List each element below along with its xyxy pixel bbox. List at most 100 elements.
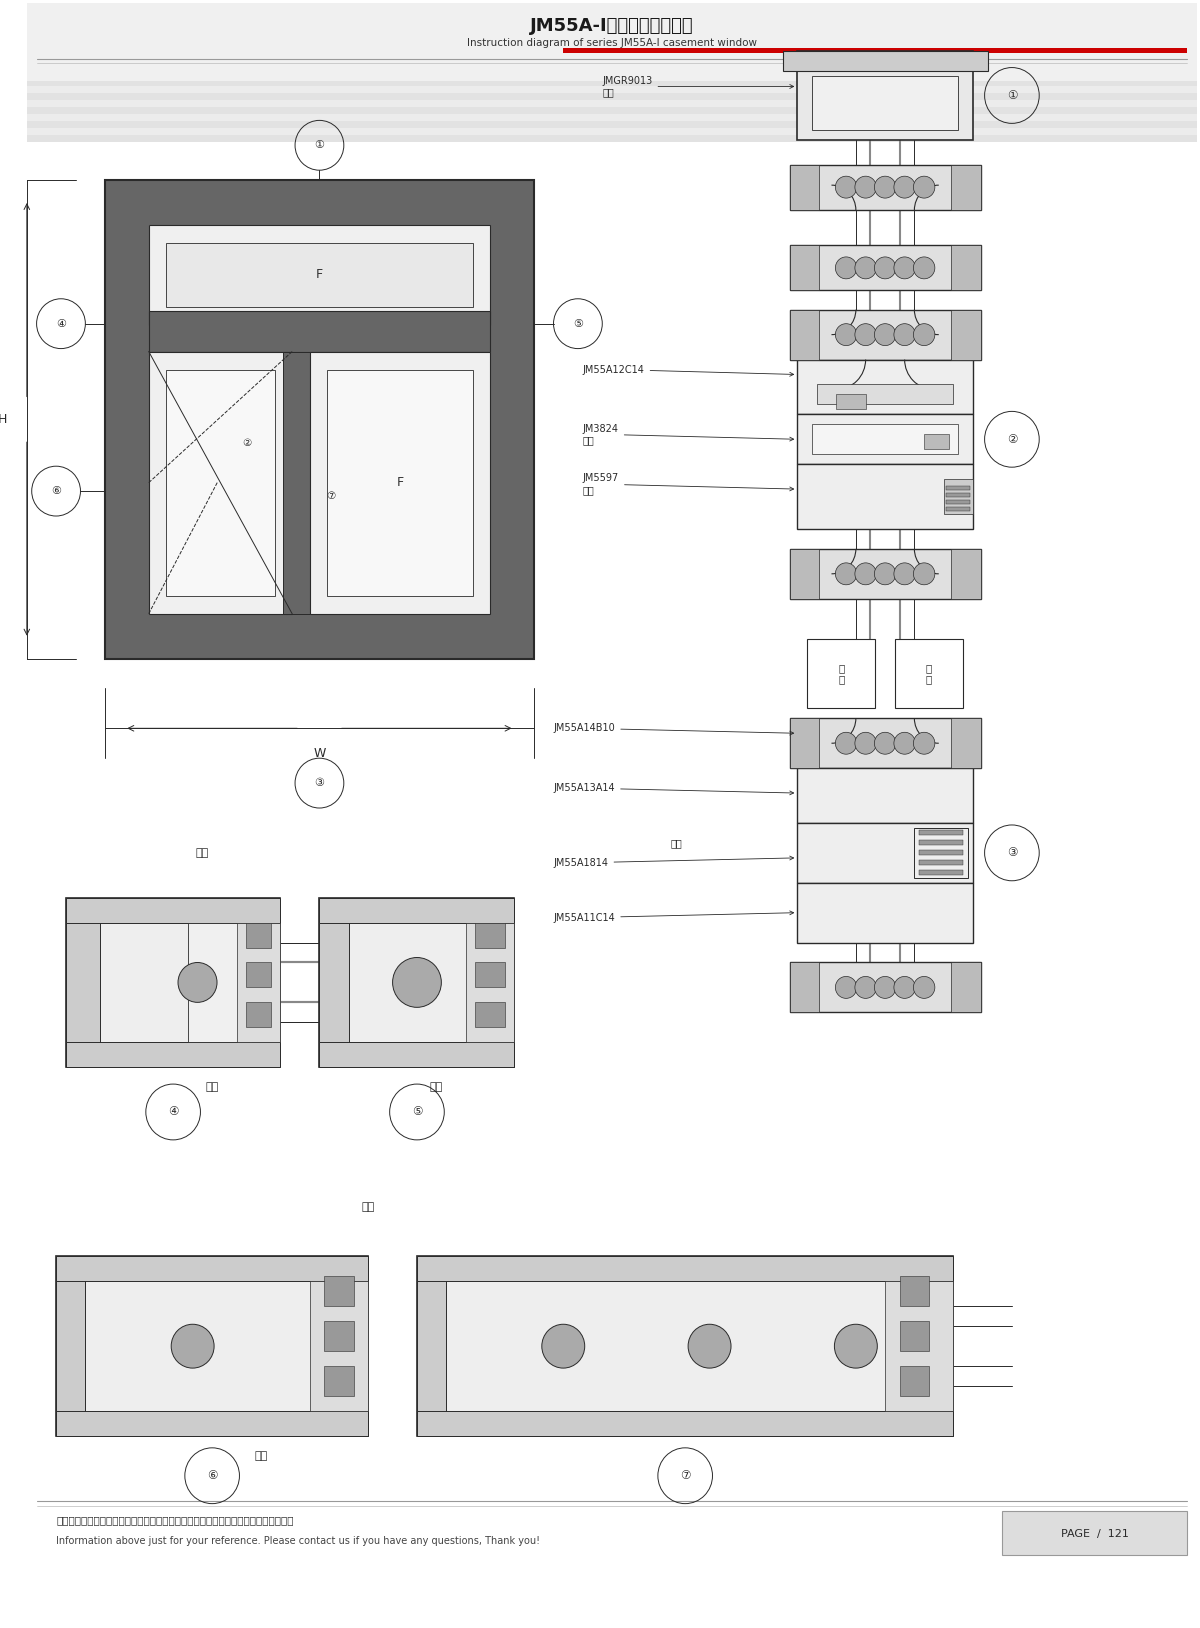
Bar	[26, 59, 1198, 65]
Bar	[946, 506, 970, 511]
Text: ④: ④	[56, 319, 66, 329]
Bar	[919, 840, 964, 845]
Circle shape	[834, 1324, 877, 1368]
Bar	[26, 86, 1198, 93]
Bar	[812, 75, 959, 130]
Bar	[26, 31, 1198, 37]
Circle shape	[894, 563, 916, 584]
Bar	[790, 718, 980, 768]
Bar	[946, 487, 970, 490]
Bar	[149, 225, 490, 614]
Text: ②: ②	[1007, 433, 1018, 446]
Circle shape	[835, 977, 857, 998]
Bar	[790, 309, 980, 360]
Bar	[26, 65, 1198, 73]
Text: 图中所示型材截面、装配、编号、尺寸及重量仅供参考。如有疑问，请向本公司查询。: 图中所示型材截面、装配、编号、尺寸及重量仅供参考。如有疑问，请向本公司查询。	[56, 1516, 294, 1525]
Circle shape	[835, 733, 857, 754]
Bar	[943, 479, 973, 514]
Bar	[952, 962, 980, 1013]
Text: JM55A12C14: JM55A12C14	[583, 365, 793, 376]
Bar	[1002, 1511, 1188, 1555]
Bar	[797, 768, 973, 824]
Bar	[475, 923, 505, 947]
Bar	[924, 435, 948, 449]
Bar	[26, 129, 1198, 135]
Circle shape	[854, 176, 876, 199]
Bar	[790, 164, 980, 210]
Circle shape	[913, 977, 935, 998]
Text: 室外: 室外	[205, 1083, 218, 1092]
Text: ③: ③	[1007, 847, 1018, 860]
Bar	[26, 52, 1198, 59]
Bar	[952, 309, 980, 360]
Bar	[790, 962, 818, 1013]
Bar	[919, 830, 964, 835]
Bar	[56, 1411, 368, 1436]
Bar	[475, 962, 505, 988]
Bar	[946, 493, 970, 497]
Bar	[790, 962, 980, 1013]
Bar	[26, 3, 1198, 80]
Bar	[246, 962, 271, 988]
Circle shape	[875, 257, 896, 278]
Circle shape	[392, 957, 442, 1008]
Bar	[952, 718, 980, 768]
Bar	[817, 384, 953, 404]
Circle shape	[854, 563, 876, 584]
Text: 室外: 室外	[254, 1451, 268, 1460]
Text: ⑦: ⑦	[680, 1468, 690, 1481]
Bar	[836, 394, 865, 409]
Bar	[26, 3, 1198, 10]
Bar	[319, 897, 515, 923]
Bar	[26, 16, 1198, 24]
Bar	[149, 225, 490, 324]
Text: 室
内: 室 内	[838, 663, 845, 684]
Bar	[66, 897, 281, 923]
Text: Information above just for your reference. Please contact us if you have any que: Information above just for your referenc…	[56, 1535, 540, 1545]
Circle shape	[854, 324, 876, 345]
Bar	[485, 897, 515, 1066]
Bar	[26, 114, 1198, 122]
Text: ①: ①	[314, 140, 324, 150]
Bar	[26, 122, 1198, 129]
Bar	[919, 860, 964, 864]
Text: ⑥: ⑥	[206, 1468, 217, 1481]
Bar	[246, 923, 271, 947]
Bar	[790, 244, 818, 290]
Bar	[808, 638, 875, 708]
Text: JM55A14B10: JM55A14B10	[553, 723, 793, 736]
Bar	[66, 897, 100, 1066]
Bar	[149, 311, 490, 352]
Bar	[319, 1042, 515, 1066]
Circle shape	[913, 733, 935, 754]
Bar	[797, 415, 973, 464]
Bar	[338, 1257, 368, 1436]
Bar	[26, 24, 1198, 31]
Bar	[26, 80, 1198, 86]
Bar	[790, 164, 818, 210]
Text: PAGE  /  121: PAGE / 121	[1061, 1529, 1129, 1538]
Bar	[797, 882, 973, 943]
Bar	[324, 1322, 354, 1351]
Bar	[149, 352, 292, 614]
Circle shape	[835, 324, 857, 345]
Circle shape	[894, 977, 916, 998]
Bar	[952, 549, 980, 599]
Bar	[310, 352, 490, 614]
Text: 室外: 室外	[430, 1083, 443, 1092]
Bar	[167, 370, 275, 596]
Bar	[790, 309, 818, 360]
Bar	[26, 73, 1198, 80]
Bar	[900, 1322, 929, 1351]
Bar	[167, 243, 473, 306]
Bar	[328, 370, 473, 596]
Circle shape	[875, 977, 896, 998]
Circle shape	[172, 1324, 214, 1368]
Bar	[914, 829, 968, 877]
Circle shape	[913, 257, 935, 278]
Bar	[56, 1257, 368, 1281]
Bar	[324, 1366, 354, 1395]
Text: F: F	[316, 269, 323, 282]
Bar	[26, 37, 1198, 44]
Circle shape	[913, 563, 935, 584]
